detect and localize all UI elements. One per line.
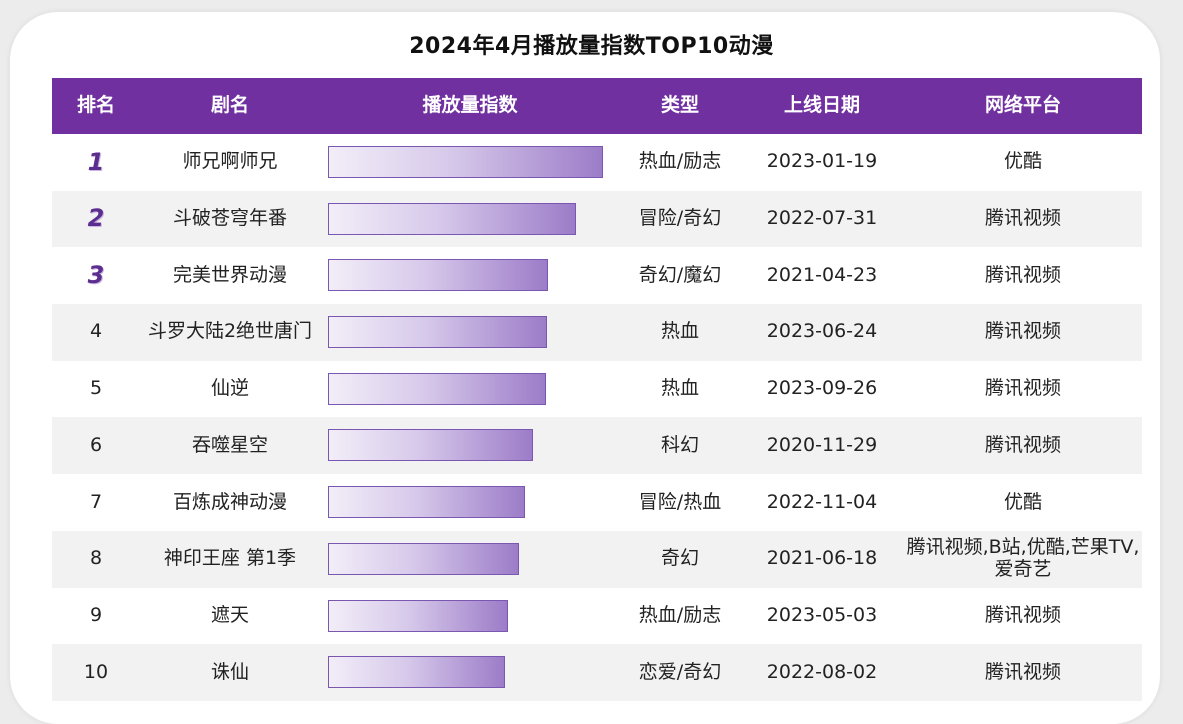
title-cell: 诛仙 <box>210 660 249 683</box>
play-index-bar <box>328 656 506 689</box>
platform-cell: 优酷 <box>1003 150 1042 173</box>
rank-cell: 10 <box>83 660 109 683</box>
release-date-cell: 2021-06-18 <box>766 547 878 570</box>
header-index: 播放量指数 <box>422 94 518 117</box>
index-cell <box>320 531 620 588</box>
play-index-bar <box>328 316 547 349</box>
platform-cell: 腾讯视频 <box>984 603 1061 626</box>
platform-cell: 腾讯视频,B站,优酷,芒果TV,爱奇艺 <box>906 536 1140 581</box>
genre-cell: 科幻 <box>660 433 699 456</box>
release-date-cell: 2022-08-02 <box>766 660 878 683</box>
genre-cell: 热血/励志 <box>638 150 722 173</box>
title-cell: 吞噬星空 <box>191 433 268 456</box>
title-cell: 仙逆 <box>210 377 249 400</box>
table-row: 3 完美世界动漫 奇幻/魔幻 2021-04-23 腾讯视频 <box>52 247 1142 304</box>
platform-cell: 腾讯视频 <box>984 207 1061 230</box>
table-row: 2 斗破苍穹年番 冒险/奇幻 2022-07-31 腾讯视频 <box>52 190 1142 248</box>
rank-cell: 7 <box>89 490 103 513</box>
release-date-cell: 2020-11-29 <box>766 433 878 456</box>
header-rank: 排名 <box>76 94 115 117</box>
index-cell <box>320 134 620 191</box>
header-date: 上线日期 <box>783 94 860 117</box>
title-cell: 百炼成神动漫 <box>172 490 287 513</box>
play-index-bar <box>328 202 576 235</box>
genre-cell: 奇幻/魔幻 <box>638 263 722 286</box>
table-row: 8 神印王座 第1季 奇幻 2021-06-18 腾讯视频,B站,优酷,芒果TV,爱奇艺 <box>52 530 1142 588</box>
genre-cell: 热血/励志 <box>638 603 722 626</box>
table-body: 1 师兄啊师兄 热血/励志 2023-01-19 优酷 2 斗破苍穹年番 冒险/奇幻 2022-… <box>52 134 1142 701</box>
title-cell: 斗罗大陆2绝世唐门 <box>147 320 313 343</box>
index-cell <box>320 304 620 361</box>
table-row: 4 斗罗大陆2绝世唐门 热血 2023-06-24 腾讯视频 <box>52 304 1142 361</box>
platform-cell: 腾讯视频 <box>984 377 1061 400</box>
table-row: 5 仙逆 热血 2023-09-26 腾讯视频 <box>52 361 1142 418</box>
rank-cell: 6 <box>89 433 103 456</box>
ranking-table: 排名 剧名 播放量指数 类型 上线日期 网络平台 1 师兄啊师兄 热血/励志 2023… <box>52 78 1142 701</box>
genre-cell: 热血 <box>660 377 699 400</box>
release-date-cell: 2023-06-24 <box>766 320 878 343</box>
rank-cell: 8 <box>89 547 103 570</box>
rank-cell: 9 <box>89 603 103 626</box>
rank-cell: 1 <box>87 147 105 176</box>
title-cell: 遮天 <box>210 603 249 626</box>
index-cell <box>320 474 620 531</box>
index-cell <box>320 361 620 418</box>
play-index-bar <box>328 372 547 405</box>
title-cell: 师兄啊师兄 <box>182 150 278 173</box>
index-cell <box>320 417 620 474</box>
index-cell <box>320 191 620 248</box>
play-index-bar <box>328 486 525 519</box>
rank-cell: 3 <box>87 260 105 289</box>
table-row: 7 百炼成神动漫 冒险/热血 2022-11-04 优酷 <box>52 474 1142 531</box>
rank-cell: 2 <box>87 204 105 233</box>
release-date-cell: 2022-11-04 <box>766 490 878 513</box>
play-index-bar <box>328 259 548 292</box>
table-header-row: 排名 剧名 播放量指数 类型 上线日期 网络平台 <box>52 78 1142 134</box>
header-type: 类型 <box>660 94 699 117</box>
release-date-cell: 2021-04-23 <box>766 263 878 286</box>
platform-cell: 腾讯视频 <box>984 660 1061 683</box>
genre-cell: 热血 <box>660 320 699 343</box>
genre-cell: 冒险/奇幻 <box>638 207 722 230</box>
release-date-cell: 2023-01-19 <box>766 150 878 173</box>
platform-cell: 腾讯视频 <box>984 263 1061 286</box>
title-cell: 完美世界动漫 <box>172 263 287 286</box>
index-cell <box>320 644 620 701</box>
play-index-bar <box>328 146 603 178</box>
title-cell: 斗破苍穹年番 <box>172 207 287 230</box>
index-cell <box>320 588 620 645</box>
platform-cell: 优酷 <box>1003 490 1042 513</box>
table-row: 6 吞噬星空 科幻 2020-11-29 腾讯视频 <box>52 417 1142 475</box>
table-row: 9 遮天 热血/励志 2023-05-03 腾讯视频 <box>52 588 1142 645</box>
release-date-cell: 2022-07-31 <box>766 207 878 230</box>
genre-cell: 奇幻 <box>660 547 699 570</box>
rank-cell: 4 <box>89 320 103 343</box>
play-index-bar <box>328 542 520 575</box>
platform-cell: 腾讯视频 <box>984 433 1061 456</box>
header-platform: 网络平台 <box>984 94 1061 117</box>
table-row: 10 诛仙 恋爱/奇幻 2022-08-02 腾讯视频 <box>52 644 1142 701</box>
title-cell: 神印王座 第1季 <box>163 547 297 570</box>
platform-cell: 腾讯视频 <box>984 320 1061 343</box>
genre-cell: 冒险/热血 <box>638 490 722 513</box>
table-row: 1 师兄啊师兄 热血/励志 2023-01-19 优酷 <box>52 134 1142 191</box>
play-index-bar <box>328 429 533 462</box>
play-index-bar <box>328 599 509 632</box>
release-date-cell: 2023-09-26 <box>766 377 878 400</box>
rank-cell: 5 <box>89 377 103 400</box>
header-name: 剧名 <box>210 94 249 117</box>
chart-title: 2024年4月播放量指数TOP10动漫 <box>409 34 774 59</box>
genre-cell: 恋爱/奇幻 <box>638 660 722 683</box>
release-date-cell: 2023-05-03 <box>766 603 878 626</box>
index-cell <box>320 247 620 304</box>
